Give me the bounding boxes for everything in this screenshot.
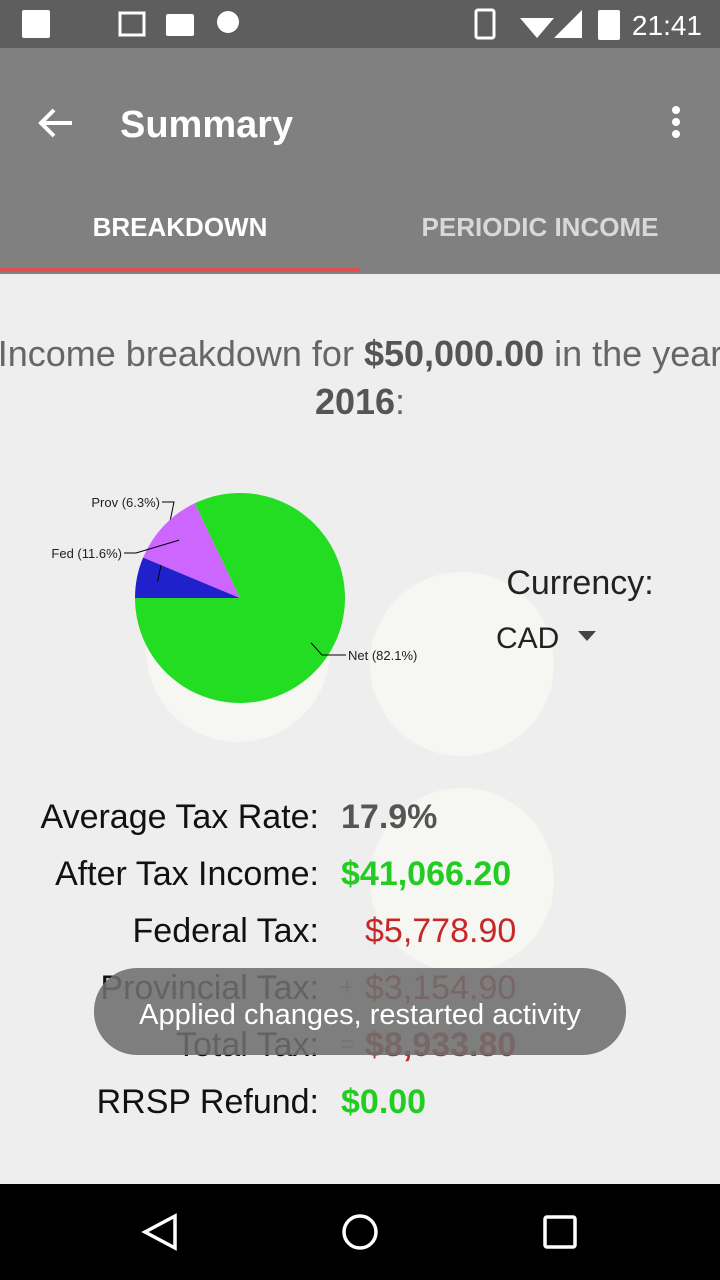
status-icons: [22, 8, 620, 40]
heading-text: Income breakdown for: [0, 333, 354, 374]
heading-text: in the year: [554, 333, 720, 374]
row-label: After Tax Income:: [55, 855, 319, 893]
row-value: $5,778.90: [365, 912, 516, 950]
leader-line: [124, 539, 180, 554]
pie-chart: Prov (6.3%) Fed (11.6%) Net (82.1%): [51, 493, 417, 704]
pie-slice: [135, 493, 346, 704]
leader-line: [310, 642, 346, 656]
pie-label: Net (82.1%): [348, 648, 417, 663]
tab[interactable]: PERIODIC INCOME: [422, 212, 659, 242]
status-time: 21:41: [632, 10, 702, 41]
heading-year: 2016: [315, 381, 395, 422]
overflow-menu[interactable]: [672, 106, 680, 138]
row-value: $41,066.20: [341, 855, 511, 893]
nav-home[interactable]: [342, 1214, 378, 1250]
heading-text: :: [395, 381, 405, 422]
toast: [94, 968, 626, 1055]
nav-bar: [0, 1184, 720, 1280]
pie-slice: [135, 557, 240, 598]
row-value: $0.00: [341, 1083, 426, 1121]
heading-line-1: Income breakdown for $50,000.00 in the y…: [0, 333, 720, 374]
pie-slice: [143, 503, 240, 598]
row-label: RRSP Refund:: [97, 1083, 319, 1121]
pie-label: Fed (11.6%): [51, 546, 122, 561]
heading-amount: $50,000.00: [364, 333, 544, 374]
app-bar: [0, 48, 720, 274]
heading-line-2: 2016:: [315, 381, 405, 422]
toast-text: Applied changes, restarted activity: [139, 999, 581, 1031]
dropdown-arrow[interactable]: [578, 631, 596, 641]
tab[interactable]: BREAKDOWN: [93, 212, 268, 242]
tab-indicator: [0, 268, 360, 272]
row-label: Average Tax Rate:: [41, 798, 319, 836]
currency-value[interactable]: CAD: [496, 622, 559, 655]
nav-back[interactable]: [141, 1213, 177, 1251]
currency-label: Currency:: [506, 564, 653, 602]
row-value: 17.9%: [341, 798, 437, 836]
app-title: Summary: [120, 104, 293, 146]
row-label: Federal Tax:: [133, 912, 319, 950]
nav-recents[interactable]: [543, 1215, 577, 1249]
back-button[interactable]: [38, 108, 72, 138]
pie-label: Prov (6.3%): [91, 495, 160, 510]
